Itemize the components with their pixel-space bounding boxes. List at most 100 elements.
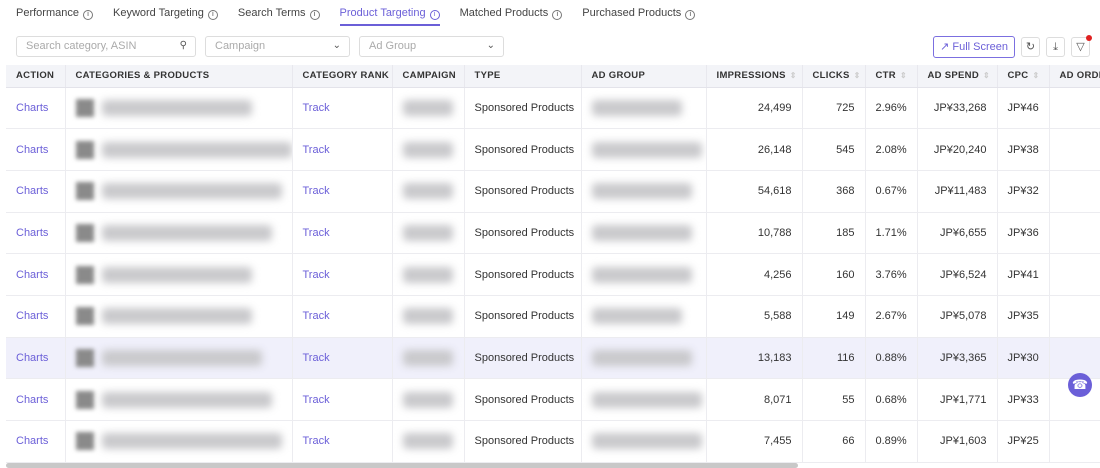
campaign-blurred[interactable]	[402, 391, 453, 408]
track-link[interactable]: Track	[302, 393, 330, 406]
campaign-blurred[interactable]	[402, 349, 453, 366]
info-icon[interactable]: i	[207, 10, 218, 20]
product-name-blurred[interactable]	[101, 433, 282, 450]
ad-group-blurred[interactable]	[591, 224, 692, 241]
support-chat-button[interactable]: ☎	[1068, 373, 1092, 397]
column-header[interactable]: IMPRESSIONS ⇕	[706, 65, 803, 88]
product-name-blurred[interactable]	[101, 308, 252, 325]
campaign-blurred[interactable]	[402, 141, 453, 158]
track-link[interactable]: Track	[302, 101, 330, 114]
ctr-cell: 3.76%	[865, 253, 918, 296]
filter-button[interactable]: ▽	[1071, 35, 1092, 57]
tab-product-targeting[interactable]: Product Targeting i	[339, 0, 440, 26]
product-name-blurred[interactable]	[101, 266, 252, 283]
product-name-blurred[interactable]	[101, 349, 262, 366]
clicks-cell: 160	[802, 253, 866, 296]
column-header[interactable]: CLICKS ⇕	[802, 65, 866, 88]
ad-group-blurred[interactable]	[591, 266, 692, 283]
info-icon[interactable]: i	[82, 10, 93, 20]
cpc-cell: JP¥35	[997, 295, 1050, 338]
horizontal-scrollbar[interactable]	[6, 463, 798, 468]
column-header[interactable]: AD ORDE⇕	[1049, 65, 1100, 88]
campaign-select[interactable]: Campaign ⌄	[205, 36, 350, 57]
info-icon[interactable]: i	[429, 10, 440, 20]
column-label: IMPRESSIONS	[716, 70, 786, 82]
charts-link[interactable]: Charts	[16, 310, 49, 323]
impressions-cell: 10,788	[706, 212, 803, 255]
charts-link[interactable]: Charts	[16, 351, 49, 364]
track-link[interactable]: Track	[302, 226, 330, 239]
campaign-blurred[interactable]	[402, 224, 453, 241]
column-label: CPC	[1007, 70, 1029, 82]
type-cell: Sponsored Products	[474, 351, 575, 364]
ad-group-blurred[interactable]	[591, 308, 682, 325]
ad-group-blurred[interactable]	[591, 349, 692, 366]
column-header: AD GROUP	[581, 65, 707, 88]
column-header[interactable]: CPC ⇕	[997, 65, 1050, 88]
refresh-button[interactable]: ↻	[1021, 37, 1040, 57]
ad-group-blurred[interactable]	[591, 183, 692, 200]
campaign-blurred[interactable]	[402, 266, 453, 283]
track-link[interactable]: Track	[302, 351, 330, 364]
info-icon[interactable]: i	[552, 10, 563, 20]
charts-link[interactable]: Charts	[16, 435, 49, 448]
cpc-cell: JP¥46	[997, 87, 1050, 130]
sort-icon[interactable]: ⇕	[789, 71, 797, 81]
ad-spend-cell: JP¥5,078	[917, 295, 998, 338]
ad-spend-cell: JP¥1,603	[917, 420, 998, 463]
ad-group-blurred[interactable]	[591, 391, 702, 408]
campaign-blurred[interactable]	[402, 99, 453, 116]
sort-icon[interactable]: ⇕	[853, 71, 861, 81]
charts-link[interactable]: Charts	[16, 393, 49, 406]
charts-link[interactable]: Charts	[16, 226, 49, 239]
ad-group-blurred[interactable]	[591, 99, 682, 116]
campaign-blurred[interactable]	[402, 183, 453, 200]
download-button[interactable]: ⤓	[1046, 37, 1065, 57]
track-link[interactable]: Track	[302, 268, 330, 281]
ad-orders-cell	[1049, 295, 1100, 338]
clicks-cell: 545	[802, 128, 866, 171]
info-icon[interactable]: i	[309, 10, 320, 20]
tab-performance[interactable]: Performance i	[16, 0, 93, 26]
ad-group-placeholder: Ad Group	[369, 40, 417, 52]
tab-matched-products[interactable]: Matched Products i	[460, 0, 563, 26]
charts-link[interactable]: Charts	[16, 185, 49, 198]
campaign-blurred[interactable]	[402, 433, 453, 450]
product-name-blurred[interactable]	[101, 183, 282, 200]
info-icon[interactable]: i	[685, 10, 696, 20]
sort-icon[interactable]: ⇕	[983, 71, 991, 81]
product-image	[75, 348, 94, 367]
clicks-cell: 185	[802, 212, 866, 255]
charts-link[interactable]: Charts	[16, 143, 49, 156]
tab-search-terms[interactable]: Search Terms i	[238, 0, 320, 26]
track-link[interactable]: Track	[302, 143, 330, 156]
campaign-blurred[interactable]	[402, 308, 453, 325]
product-name-blurred[interactable]	[101, 224, 272, 241]
full-screen-button[interactable]: ↗ Full Screen	[933, 36, 1015, 58]
column-header: TYPE	[464, 65, 582, 88]
column-header[interactable]: AD SPEND ⇕	[917, 65, 998, 88]
tab-keyword-targeting[interactable]: Keyword Targeting i	[113, 0, 218, 26]
ad-group-blurred[interactable]	[591, 141, 702, 158]
column-header[interactable]: CTR ⇕	[865, 65, 918, 88]
impressions-cell: 4,256	[706, 253, 803, 296]
charts-link[interactable]: Charts	[16, 101, 49, 114]
track-link[interactable]: Track	[302, 185, 330, 198]
track-link[interactable]: Track	[302, 310, 330, 323]
expand-icon: ↗	[940, 41, 950, 53]
product-name-blurred[interactable]	[101, 141, 291, 158]
sort-icon[interactable]: ⇕	[899, 71, 907, 81]
ad-group-select[interactable]: Ad Group ⌄	[359, 36, 504, 57]
tab-purchased-products[interactable]: Purchased Products i	[582, 0, 696, 26]
tab-label: Matched Products	[459, 7, 549, 19]
product-name-blurred[interactable]	[101, 99, 252, 116]
type-cell: Sponsored Products	[474, 185, 575, 198]
search-input[interactable]: Search category, ASIN ⚲	[16, 36, 196, 57]
sort-icon[interactable]: ⇕	[1032, 71, 1040, 81]
product-image	[75, 307, 94, 326]
product-name-blurred[interactable]	[101, 391, 272, 408]
ad-group-blurred[interactable]	[591, 433, 702, 450]
charts-link[interactable]: Charts	[16, 268, 49, 281]
ad-spend-cell: JP¥6,655	[917, 212, 998, 255]
track-link[interactable]: Track	[302, 435, 330, 448]
